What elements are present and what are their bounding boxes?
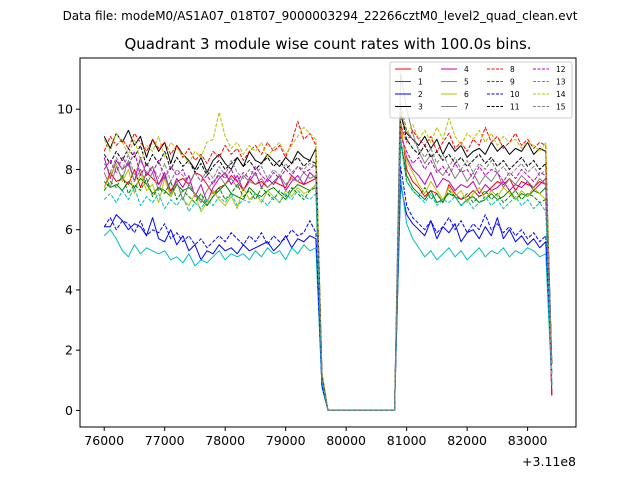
chart-title: Quadrant 3 module wise count rates with …	[124, 35, 531, 53]
y-tick-label: 2	[65, 343, 73, 358]
legend-label-4: 4	[464, 65, 469, 74]
x-offset-label: +3.11e8	[522, 454, 576, 469]
series-line-8	[103, 120, 553, 411]
suptitle: Data file: modeM0/AS1A07_018T07_90000032…	[63, 9, 578, 23]
x-tick-label: 76000	[84, 433, 124, 448]
legend-box	[389, 61, 573, 119]
series-line-14	[103, 108, 553, 411]
legend-label-10: 10	[510, 90, 520, 99]
series-line-15	[103, 102, 553, 411]
x-tick-label: 78000	[205, 433, 245, 448]
series-line-12	[103, 135, 553, 411]
legend-label-0: 0	[418, 65, 423, 74]
series-layer	[103, 72, 553, 411]
legend-label-14: 14	[556, 90, 566, 99]
plot-area	[80, 58, 576, 427]
legend-label-3: 3	[418, 103, 423, 112]
series-line-13	[103, 138, 553, 411]
x-tick-label: 80000	[326, 433, 366, 448]
y-tick-label: 6	[65, 222, 73, 237]
legend-label-6: 6	[464, 90, 469, 99]
legend-label-15: 15	[556, 103, 566, 112]
x-tick-label: 83000	[508, 433, 548, 448]
legend-label-7: 7	[464, 103, 469, 112]
y-tick-label: 4	[65, 282, 73, 297]
legend-label-11: 11	[510, 103, 520, 112]
plot-frame	[79, 57, 577, 428]
x-tick-label: 82000	[447, 433, 487, 448]
legend-label-13: 13	[556, 78, 566, 87]
x-tick-label: 81000	[387, 433, 427, 448]
legend-label-2: 2	[418, 90, 423, 99]
axes-layer: 76000 77000 78000 79000 80000 81000 82000 83000…	[57, 102, 547, 448]
y-tick-label: 10	[57, 102, 73, 117]
y-tick-label: 0	[65, 403, 73, 418]
legend-label-5: 5	[464, 78, 469, 87]
legend-label-1: 1	[418, 78, 423, 87]
x-tick-label: 77000	[145, 433, 185, 448]
x-tick-label: 79000	[266, 433, 306, 448]
legend-label-12: 12	[556, 65, 566, 74]
legend-label-9: 9	[510, 78, 515, 87]
legend-label-8: 8	[510, 65, 515, 74]
y-tick-label: 8	[65, 162, 73, 177]
